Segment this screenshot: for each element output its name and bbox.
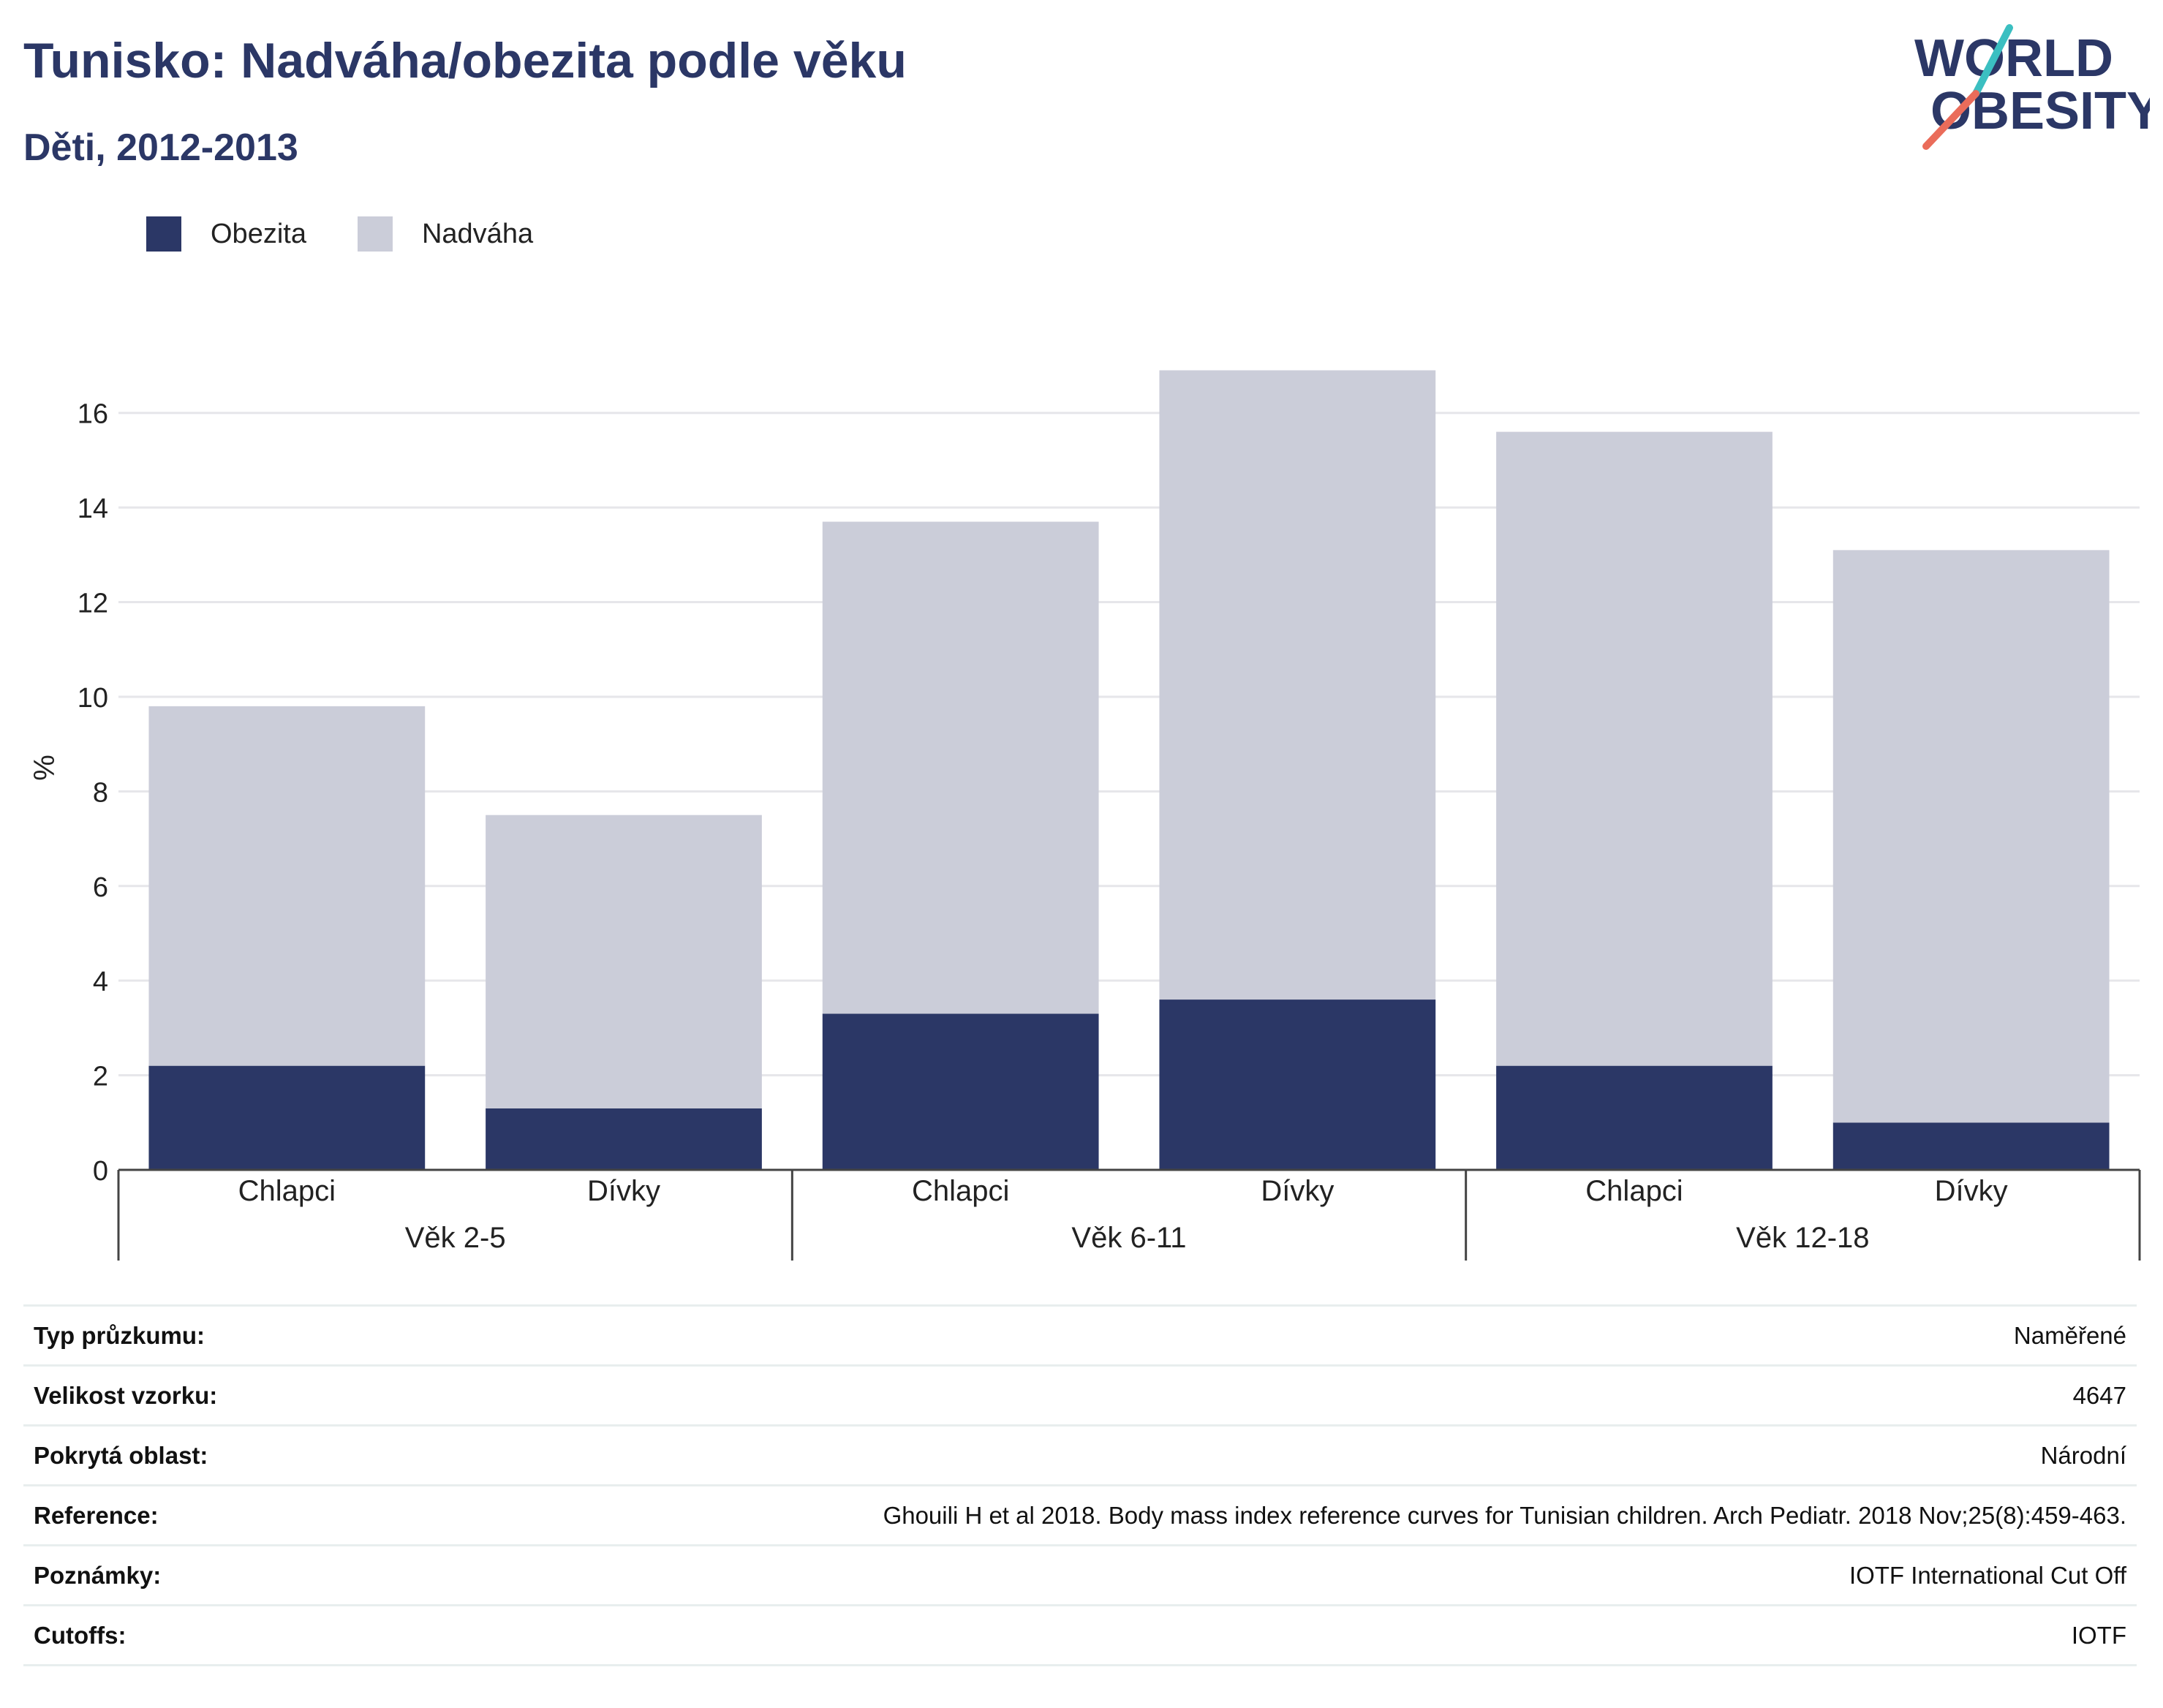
- info-value: IOTF International Cut Off: [1849, 1561, 2126, 1589]
- y-tick-label: 16: [78, 399, 108, 430]
- world-obesity-logo: WORLD OBESITY: [1914, 24, 2150, 150]
- bar-obezita-2: [822, 1013, 1099, 1170]
- info-row-reference: Reference: Ghouili H et al 2018. Body ma…: [23, 1485, 2137, 1546]
- bar-obezita-5: [1832, 1122, 2110, 1170]
- logo-slash-top: [1972, 24, 2013, 97]
- bar-nadváha-5: [1832, 550, 2110, 1123]
- x-category-label: Chlapci: [238, 1175, 336, 1207]
- y-axis-title: %: [29, 755, 61, 781]
- info-row-sample-size: Velikost vzorku: 4647: [23, 1365, 2137, 1426]
- chart-legend: Obezita Nadváha: [146, 216, 584, 252]
- bar-nadváha-1: [486, 815, 762, 1108]
- x-group-label: Věk 6-11: [1071, 1222, 1186, 1254]
- info-row-survey-type: Typ průzkumu: Naměřené: [23, 1305, 2137, 1366]
- info-value: 4647: [2072, 1381, 2126, 1409]
- y-tick-label: 14: [78, 494, 108, 524]
- info-label: Typ průzkumu:: [34, 1321, 205, 1349]
- logo-word-world: WORLD: [1914, 29, 2113, 88]
- info-label: Cutoffs:: [34, 1621, 127, 1649]
- y-tick-label: 6: [93, 872, 108, 903]
- info-value: Ghouili H et al 2018. Body mass index re…: [883, 1501, 2126, 1529]
- info-label: Reference:: [34, 1501, 159, 1529]
- info-row-cutoffs: Cutoffs: IOTF: [23, 1605, 2137, 1666]
- x-category-label: Dívky: [1935, 1175, 2008, 1207]
- survey-info-table: Typ průzkumu: Naměřené Velikost vzorku: …: [23, 1304, 2137, 1666]
- info-value: Naměřené: [2013, 1321, 2126, 1349]
- bar-obezita-4: [1496, 1065, 1773, 1170]
- chart-subtitle: Děti, 2012-2013: [23, 126, 298, 169]
- y-tick-label: 12: [78, 589, 108, 619]
- y-tick-label: 0: [93, 1156, 108, 1187]
- bar-obezita-0: [148, 1065, 426, 1170]
- info-value: Národní: [2040, 1441, 2126, 1469]
- x-group-label: Věk 12-18: [1736, 1222, 1869, 1254]
- info-value: IOTF: [2071, 1621, 2126, 1649]
- bar-chart: 0 2 4 6 8 10 12 14 16% Chlapci Dívky Chlapci Dívky Ch…: [29, 370, 2141, 1261]
- bar-obezita-1: [486, 1108, 762, 1170]
- legend-item-nadvaha[interactable]: Nadváha: [357, 216, 534, 252]
- y-tick-label: 10: [78, 683, 108, 714]
- legend-label-nadvaha: Nadváha: [421, 218, 534, 249]
- info-row-notes: Poznámky: IOTF International Cut Off: [23, 1545, 2137, 1606]
- bar-nadváha-3: [1159, 370, 1436, 1000]
- x-category-label: Chlapci: [1585, 1175, 1683, 1207]
- legend-label-obezita: Obezita: [211, 218, 306, 249]
- info-label: Poznámky:: [34, 1561, 162, 1589]
- info-label: Pokrytá oblast:: [34, 1441, 208, 1469]
- logo-slash-bottom: [1922, 90, 1979, 150]
- chart-title: Tunisko: Nadváha/obezita podle věku: [23, 33, 907, 88]
- legend-swatch-obezita: [146, 216, 181, 252]
- logo-word-obesity: OBESITY: [1930, 82, 2150, 140]
- y-tick-label: 4: [93, 967, 108, 997]
- x-category-label: Dívky: [587, 1175, 660, 1207]
- bar-nadváha-2: [822, 521, 1099, 1014]
- bar-nadváha-0: [148, 706, 426, 1066]
- x-category-label: Chlapci: [912, 1175, 1009, 1207]
- y-tick-label: 8: [93, 777, 108, 808]
- legend-item-obezita[interactable]: Obezita: [146, 216, 306, 252]
- bar-obezita-3: [1159, 1000, 1436, 1170]
- info-row-area-covered: Pokrytá oblast: Národní: [23, 1425, 2137, 1486]
- info-label: Velikost vzorku:: [34, 1381, 218, 1409]
- x-category-label: Dívky: [1261, 1175, 1334, 1207]
- y-tick-label: 2: [93, 1062, 108, 1092]
- bar-nadváha-4: [1496, 431, 1773, 1066]
- x-group-label: Věk 2-5: [405, 1222, 506, 1254]
- legend-swatch-nadvaha: [357, 216, 393, 252]
